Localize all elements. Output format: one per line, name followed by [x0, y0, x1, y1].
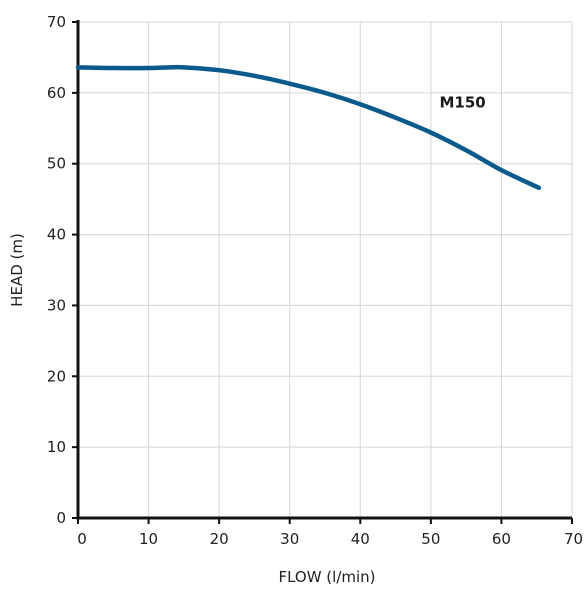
grid — [78, 21, 573, 518]
x-tick-label: 20 — [210, 530, 229, 548]
y-tick-label: 10 — [47, 438, 66, 456]
tick-labels: 0 10 20 30 40 50 60 70 0 10 20 30 40 50 60 70 — [47, 13, 583, 548]
series-layer: M150 — [75, 64, 542, 191]
x-tick-label: 0 — [77, 530, 87, 548]
y-tick-label: 70 — [47, 13, 66, 31]
y-tick-label: 30 — [47, 296, 66, 314]
x-axis-title: FLOW (l/min) — [278, 568, 375, 586]
x-tick-label: 30 — [280, 530, 299, 548]
x-tick-label: 10 — [139, 530, 158, 548]
y-tick-label: 50 — [47, 155, 66, 173]
series-label: M150 — [439, 94, 485, 112]
x-tick-label: 70 — [564, 530, 583, 548]
y-tick-label: 40 — [47, 226, 66, 244]
series-line-m150 — [75, 64, 542, 191]
axes — [72, 20, 573, 524]
y-tick-label: 20 — [47, 367, 66, 385]
y-tick-label: 60 — [47, 84, 66, 102]
x-tick-label: 60 — [492, 530, 511, 548]
x-tick-label: 40 — [351, 530, 370, 548]
x-tick-label: 50 — [421, 530, 440, 548]
y-axis-title: HEAD (m) — [8, 233, 26, 307]
y-tick-label: 0 — [56, 509, 66, 527]
